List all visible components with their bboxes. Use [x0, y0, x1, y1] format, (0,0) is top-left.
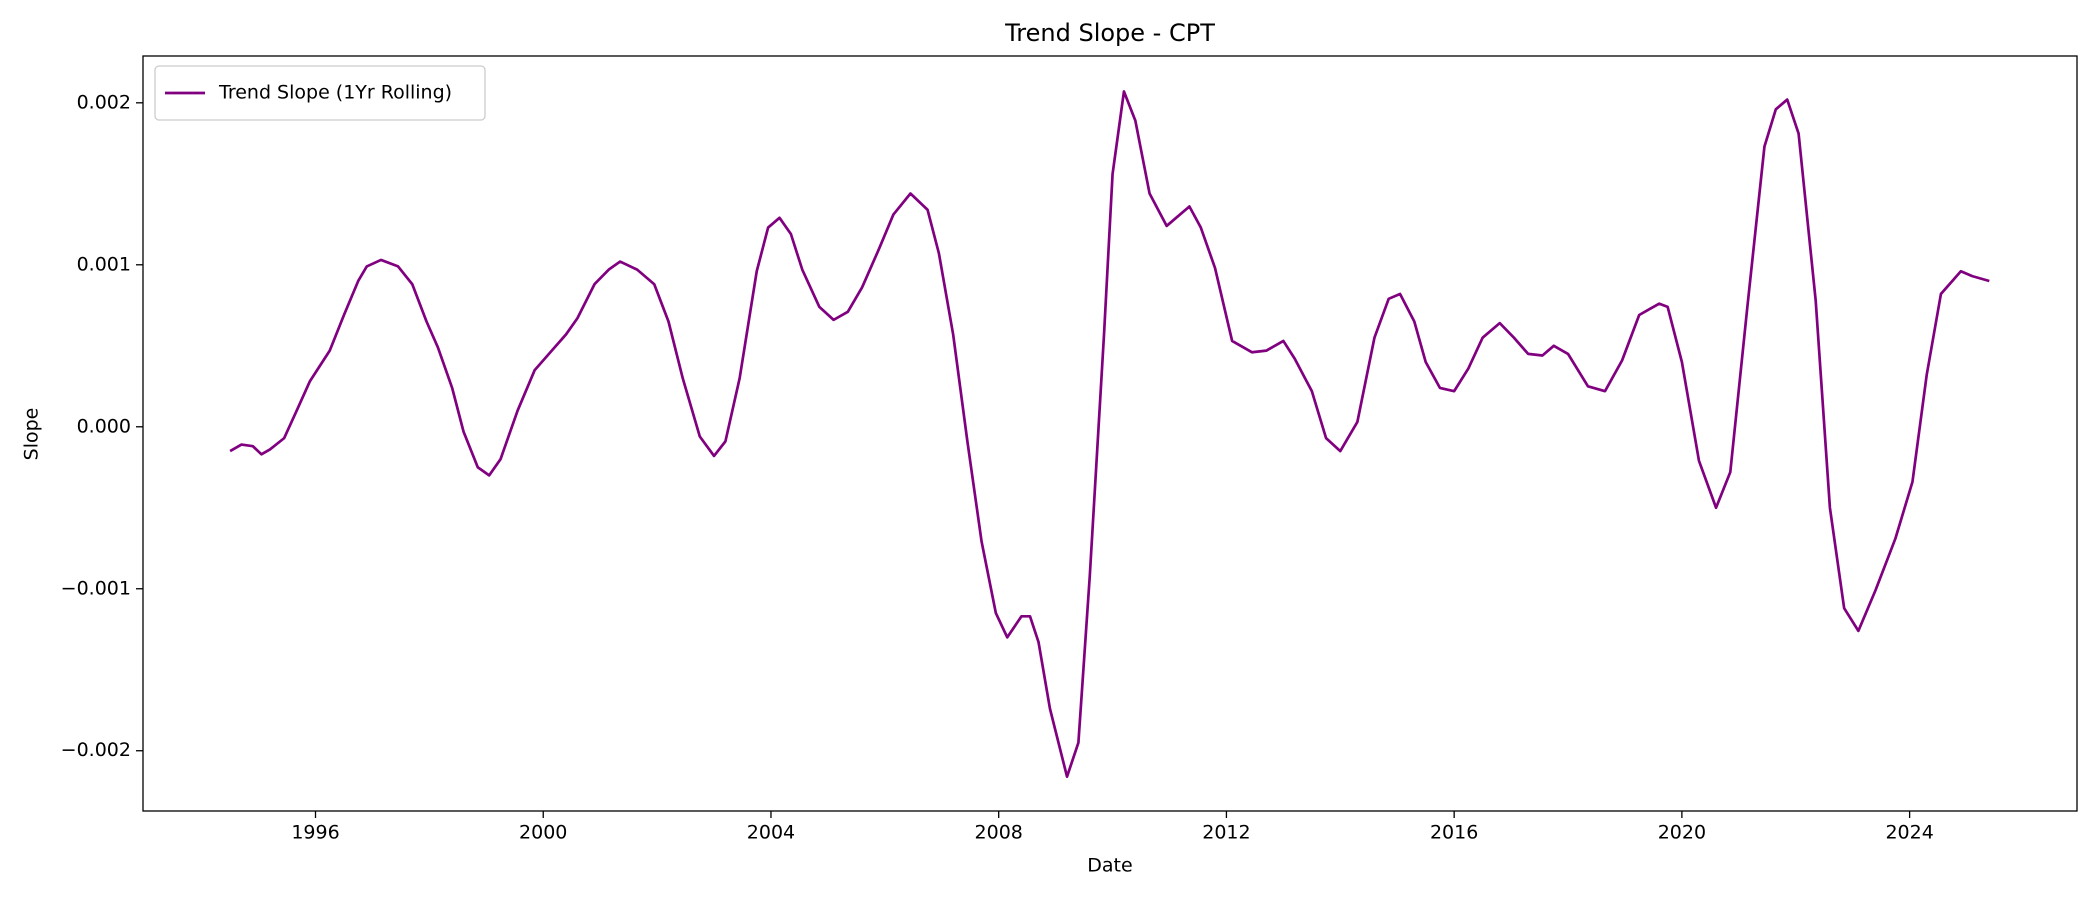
- data-line: [229, 90, 1990, 779]
- plot-frame: [142, 55, 2078, 812]
- chart-title: Trend Slope - CPT: [1004, 19, 1215, 47]
- x-tick-label: 2000: [519, 822, 567, 844]
- x-tick-label: 2024: [1885, 822, 1933, 844]
- x-tick-label: 2004: [747, 822, 795, 844]
- y-tick-label: 0.002: [77, 91, 131, 113]
- y-axis-label: Slope: [21, 408, 43, 461]
- x-tick-label: 2020: [1658, 822, 1706, 844]
- y-tick-label: −0.001: [61, 577, 131, 599]
- y-tick-label: 0.001: [77, 253, 131, 275]
- x-tick-label: 2008: [975, 822, 1023, 844]
- x-tick-label: 2012: [1202, 822, 1250, 844]
- legend-box: [154, 65, 486, 121]
- y-tick-label: 0.000: [77, 415, 131, 437]
- x-tick-label: 1996: [291, 822, 339, 844]
- x-axis-label: Date: [1087, 855, 1132, 877]
- x-tick-label: 2016: [1430, 822, 1478, 844]
- y-tick-label: −0.002: [61, 739, 131, 761]
- legend-label: Trend Slope (1Yr Rolling): [218, 82, 452, 104]
